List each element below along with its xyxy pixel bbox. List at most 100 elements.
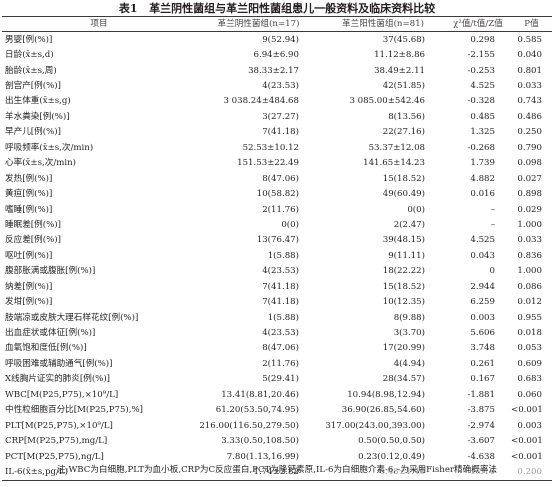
cell-p: 0.053 xyxy=(517,343,542,354)
cell-pos: 9(11.11) xyxy=(388,250,425,261)
cell-pos: 8(13.56) xyxy=(388,111,425,122)
cell-pos: 36.90(26.85,54.60) xyxy=(341,405,425,416)
cell-p: 0.027 xyxy=(517,173,542,184)
cell-pos: 17(20.99) xyxy=(382,343,425,354)
table-row: 男婴[例(%)] 9(52.94) 37(45.68) 0.298 0.585 xyxy=(2,32,552,48)
cell-p: 0.086 xyxy=(517,281,542,292)
cell-stat: -0.328 xyxy=(467,96,495,107)
table-row: 心率(x̄±s,次/min) 151.53±22.49 141.65±14.23 1.… xyxy=(2,156,552,171)
cell-stat: 0.043 xyxy=(470,250,495,261)
cell-neg: 61.20(53.50,74.95) xyxy=(215,405,299,416)
cell-item: 呼吸频率(x̄±s,次/min) xyxy=(5,142,94,153)
cell-pos: 10(12.35) xyxy=(382,297,425,308)
cell-pos: 10.94(8.98,12.94) xyxy=(347,389,425,400)
cell-neg: 8(47.06) xyxy=(262,343,299,354)
header-p-value: P值 xyxy=(511,16,552,32)
cell-stat: 0.485 xyxy=(470,111,495,122)
table-row: 肢端凉或皮肤大理石样花纹[例(%)] 1(5.88) 8(9.88) 0.003 0.9… xyxy=(2,310,552,325)
cell-item: 发坩[例(%)] xyxy=(5,297,53,308)
cell-neg: 151.53±22.49 xyxy=(237,158,299,169)
cell-neg: 52.53±10.12 xyxy=(242,142,299,153)
cell-stat: 1.739 xyxy=(470,158,495,169)
cell-pos: 53.37±12.08 xyxy=(368,142,425,153)
cell-p: 0.250 xyxy=(517,127,542,138)
cell-stat: -1.881 xyxy=(467,389,495,400)
cell-item: X线胸片证实的肺炎[例(%)] xyxy=(5,374,111,385)
table-row: 日龄(x̄±s,d) 6.94±6.90 11.12±8.86 -2.155 0.040 xyxy=(2,47,552,62)
cell-neg: 4(23.53) xyxy=(262,81,299,92)
cell-neg: 7.80(1.13,16.99) xyxy=(226,451,299,462)
cell-item: 男婴[例(%)] xyxy=(5,34,53,45)
table-row: 反应差[例(%)] 13(76.47) 39(48.15) 4.525 0.033 xyxy=(2,233,552,248)
cell-neg: 7(41.18) xyxy=(262,297,299,308)
table-row: 黄疸[例(%)] 10(58.82) 49(60.49) 0.016 0.898 xyxy=(2,186,552,201)
table-row: 纳差[例(%)] 7(41.18) 15(18.52) 2.944 0.086 xyxy=(2,279,552,294)
cell-stat: 5.606 xyxy=(470,328,495,339)
cell-stat: 1.325 xyxy=(470,127,495,138)
cell-p: 0.609 xyxy=(517,358,542,369)
cell-neg: 1.74±2.82 xyxy=(196,464,321,481)
cell-p: 0.040 xyxy=(517,50,542,61)
cell-item: 血氧饱和度低[例(%)] xyxy=(5,343,87,354)
table-row: 呕吐[例(%)] 1(5.88) 9(11.11) 0.043 0.836 xyxy=(2,248,552,263)
cell-pos: 0.23(0.12,0.49) xyxy=(358,451,425,462)
cell-neg: 8(47.06) xyxy=(262,173,299,184)
cell-p: 0.033 xyxy=(517,235,542,246)
cell-p: 1.000 xyxy=(517,219,542,230)
table-row: PCT[M(P25,P75),ng/L] 7.80(1.13,16.99) 0.23… xyxy=(2,449,552,464)
cell-pos: 8(9.88) xyxy=(393,312,425,323)
cell-item: 呼吸困难或辅助通气[例(%)] xyxy=(5,358,113,369)
cell-neg: 4(23.53) xyxy=(262,266,299,277)
cell-item: PLT[M(P25,P75),×10⁹/L] xyxy=(5,420,113,431)
cell-p: 0.683 xyxy=(517,374,542,385)
cell-neg: 9(52.94) xyxy=(262,34,299,45)
cell-p: 0.486 xyxy=(517,111,542,122)
cell-stat: 1.316 xyxy=(445,464,511,481)
cell-neg: 3.33(0.50,108.50) xyxy=(221,436,299,447)
cell-neg: 2(11.76) xyxy=(262,358,299,369)
cell-stat: 0.167 xyxy=(470,374,495,385)
table-title: 革兰阴性菌组与革兰阳性菌组患儿一般资料及临床资料比较 xyxy=(149,2,436,15)
cell-item: 发热[例(%)] xyxy=(5,173,53,184)
cell-stat: – xyxy=(490,204,495,215)
cell-pos: 15(18.52) xyxy=(382,173,425,184)
cell-pos: 0.48±1.40 xyxy=(321,464,445,481)
cell-pos: 37(45.68) xyxy=(382,34,425,45)
cell-stat: -0.253 xyxy=(467,65,495,76)
cell-p: 0.003 xyxy=(517,420,542,431)
cell-pos: 0.50(0.50,0.50) xyxy=(358,436,425,447)
cell-pos: 38.49±2.11 xyxy=(374,65,425,76)
cell-p: 0.743 xyxy=(517,96,542,107)
table-header-row: 项目 革兰阴性菌组(n=17) 革兰阳性菌组(n=81) χ²值/t值/Z值 P… xyxy=(2,16,552,32)
cell-item: 睡眠差[例(%)] xyxy=(5,219,61,230)
table-row: 睡眠差[例(%)] 0(0) 2(2.47) – 1.000 xyxy=(2,217,552,232)
cell-item: 胎龄(x̄±s,周) xyxy=(5,65,57,76)
table-row: 呼吸困难或辅助通气[例(%)] 2(11.76) 4(4.94) 0.261 0.609 xyxy=(2,356,552,371)
cell-pos: 42(51.85) xyxy=(382,81,425,92)
cell-item: 羊水粪染[例(%)] xyxy=(5,111,70,122)
cell-neg: 216.00(116.50,279.50) xyxy=(199,420,299,431)
cell-item: CRP[M(P25,P75),mg/L] xyxy=(5,436,108,447)
cell-stat: 4.882 xyxy=(470,173,495,184)
cell-stat: 0 xyxy=(489,266,495,277)
table-row: CRP[M(P25,P75),mg/L] 3.33(0.50,108.50) 0.5… xyxy=(2,433,552,448)
cell-item: 嗜睡[例(%)] xyxy=(5,204,53,215)
cell-item: 腹部胀满或腹胀[例(%)] xyxy=(5,266,96,277)
table-row: IL-6(x̄±s,pg/L) 1.74±2.82 0.48±1.40 1.316 0.… xyxy=(2,464,552,481)
cell-pos: 3 085.00±542.46 xyxy=(349,96,425,107)
table-body: 男婴[例(%)] 9(52.94) 37(45.68) 0.298 0.585 日龄(x̄… xyxy=(2,32,552,481)
cell-p: <0.001 xyxy=(511,451,543,462)
table-row: 胎龄(x̄±s,周) 38.33±2.17 38.49±2.11 -0.253 0.80… xyxy=(2,63,552,78)
cell-item: IL-6(x̄±s,pg/L) xyxy=(2,464,196,481)
cell-pos: 2(2.47) xyxy=(393,219,425,230)
header-gram-negative: 革兰阴性菌组(n=17) xyxy=(196,16,321,32)
cell-p: 0.801 xyxy=(517,65,542,76)
table-footnote: 注:WBC为白细胞,PLT为血小板,CRP为C反应蛋白,PCT为降钙素原,IL-… xyxy=(56,465,498,475)
table-row: 呼吸频率(x̄±s,次/min) 52.53±10.12 53.37±12.08 -0… xyxy=(2,140,552,155)
table-row: 发坩[例(%)] 7(41.18) 10(12.35) 6.259 0.012 xyxy=(2,294,552,309)
cell-item: 剖宫产[例(%)] xyxy=(5,81,61,92)
cell-neg: 3(27.27) xyxy=(262,111,299,122)
cell-item: 日龄(x̄±s,d) xyxy=(5,50,54,61)
cell-p: 1.000 xyxy=(517,266,542,277)
cell-p: <0.001 xyxy=(511,405,543,416)
